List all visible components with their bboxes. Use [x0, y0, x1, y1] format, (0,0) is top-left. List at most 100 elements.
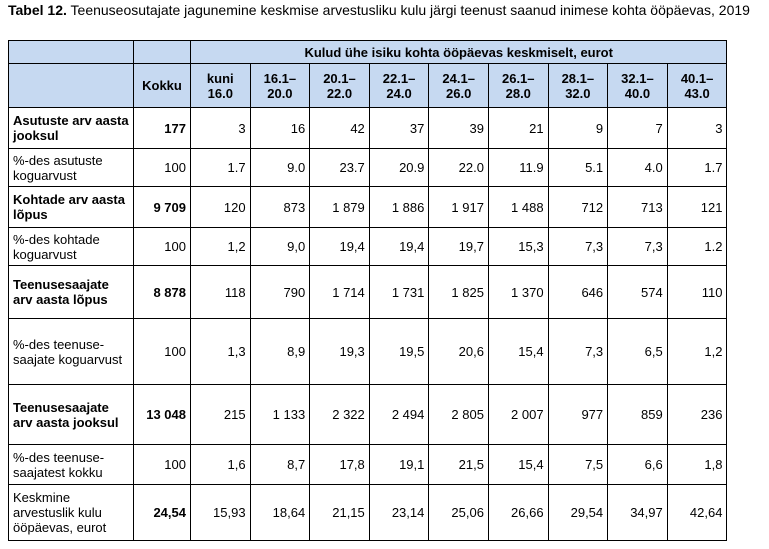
cell: 5.1	[547, 148, 609, 187]
cell: 6,5	[607, 318, 668, 385]
row-label: %-des kohtade koguarvust	[8, 227, 134, 266]
row-label: Kohtade arv aasta lõpus	[8, 186, 134, 228]
row-label: %-des teenuse-saajate koguarvust	[8, 318, 134, 385]
row-label: Teenusesaajate arv aasta jooksul	[8, 384, 134, 445]
cell: 26,66	[487, 484, 549, 541]
cell: 19,5	[368, 318, 430, 385]
cell: 19,4	[368, 227, 430, 266]
cell: 21	[487, 107, 549, 149]
cell: 646	[547, 265, 609, 319]
cell: 3	[666, 107, 728, 149]
cell: 17,8	[309, 444, 370, 485]
cell: 1,3	[190, 318, 251, 385]
blank-cell	[133, 40, 191, 64]
cell: 16	[249, 107, 311, 149]
cell: 873	[249, 186, 311, 228]
cell: 39	[428, 107, 489, 149]
cell: 20.9	[368, 148, 430, 187]
cell: 177	[133, 107, 191, 149]
cell: 9.0	[249, 148, 311, 187]
cell: 20,6	[428, 318, 489, 385]
cell: 1.7	[190, 148, 251, 187]
column-header: 28.1–32.0	[547, 63, 609, 108]
cell: 11.9	[487, 148, 549, 187]
cell: 1.2	[666, 227, 728, 266]
cell: 1 714	[309, 265, 370, 319]
row-label: %-des asutuste koguarvust	[8, 148, 134, 187]
column-header: kuni 16.0	[190, 63, 251, 108]
row-label: Keskmine arvestuslik kulu ööpäevas, euro…	[8, 484, 134, 541]
row-label: %-des teenuse-saajatest kokku	[8, 444, 134, 485]
cell: 23.7	[309, 148, 370, 187]
cell: 42,64	[666, 484, 728, 541]
cell: 25,06	[428, 484, 489, 541]
cell: 6,6	[607, 444, 668, 485]
group-header: Kulud ühe isiku kohta ööpäevas keskmisel…	[189, 40, 728, 64]
cell: 21,15	[309, 484, 370, 541]
table-row: Asutuste arv aasta jooksul 177 3 16 42 37 39 21…	[8, 107, 728, 149]
cell: 18,64	[249, 484, 311, 541]
column-header: 40.1–43.0	[666, 63, 728, 108]
cell: 574	[607, 265, 668, 319]
cell: 1 488	[487, 186, 549, 228]
cell: 236	[666, 384, 728, 445]
table-row: %-des asutuste koguarvust 100 1.7 9.0 23.7 20…	[8, 148, 728, 187]
cell: 9	[547, 107, 609, 149]
cell: 1 879	[309, 186, 370, 228]
cell: 1,2	[190, 227, 251, 266]
cell: 23,14	[368, 484, 430, 541]
cell: 19,4	[309, 227, 370, 266]
table-row: Keskmine arvestuslik kulu ööpäevas, euro…	[8, 484, 728, 541]
blank-cell	[8, 40, 134, 64]
cell: 2 007	[487, 384, 549, 445]
column-header: 32.1–40.0	[607, 63, 668, 108]
cell: 15,3	[487, 227, 549, 266]
cell: 1 917	[428, 186, 489, 228]
header-row: Kulud ühe isiku kohta ööpäevas keskmisel…	[8, 40, 728, 64]
cell: 15,4	[487, 318, 549, 385]
column-header: 16.1–20.0	[249, 63, 311, 108]
cell: 7,5	[547, 444, 609, 485]
table-row: %-des kohtade koguarvust 100 1,2 9,0 19,4 19,…	[8, 227, 728, 266]
cell: 7,3	[607, 227, 668, 266]
cell: 24,54	[133, 484, 191, 541]
table-caption: Teenuseosutajate jagunemine keskmise arv…	[70, 2, 750, 18]
cell: 7,3	[547, 318, 609, 385]
cell: 100	[133, 227, 191, 266]
cell: 1,2	[666, 318, 728, 385]
cell: 3	[190, 107, 251, 149]
column-header: 26.1–28.0	[487, 63, 549, 108]
cell: 1,6	[190, 444, 251, 485]
cell: 1,8	[666, 444, 728, 485]
cell: 7	[607, 107, 668, 149]
cell: 712	[547, 186, 609, 228]
row-label: Asutuste arv aasta jooksul	[8, 107, 134, 149]
cell: 34,97	[607, 484, 668, 541]
table-row: %-des teenuse-saajate koguarvust 100 1,3 8,…	[8, 318, 728, 385]
cell: 100	[133, 148, 191, 187]
column-header: Kokku	[133, 63, 191, 108]
cell: 790	[249, 265, 311, 319]
cell: 110	[666, 265, 728, 319]
table-row: %-des teenuse-saajatest kokku 100 1,6 8,7 17…	[8, 444, 728, 485]
cell: 100	[133, 444, 191, 485]
cell: 2 494	[368, 384, 430, 445]
cell: 21,5	[428, 444, 489, 485]
table-title: Tabel 12. Teenuseosutajate jagunemine ke…	[8, 2, 763, 18]
header-row: Kokku kuni 16.0 16.1–20.0 20.1–22.0 22.1–24.…	[8, 63, 728, 108]
cell: 37	[368, 107, 430, 149]
cell: 2 322	[309, 384, 370, 445]
cell: 15,93	[190, 484, 251, 541]
cell: 8,9	[249, 318, 311, 385]
cell: 7,3	[547, 227, 609, 266]
cell: 1 731	[368, 265, 430, 319]
column-header: 24.1–26.0	[428, 63, 489, 108]
cell: 1 370	[487, 265, 549, 319]
table-number: Tabel 12.	[8, 2, 67, 18]
table-row: Teenusesaajate arv aasta jooksul 13 048 21…	[8, 384, 728, 445]
cell: 19,3	[309, 318, 370, 385]
cell: 9,0	[249, 227, 311, 266]
cell: 9 709	[133, 186, 191, 228]
cell: 22.0	[428, 148, 489, 187]
cell: 29,54	[547, 484, 609, 541]
